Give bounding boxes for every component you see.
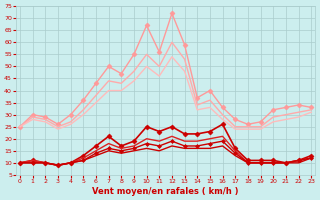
- X-axis label: Vent moyen/en rafales ( km/h ): Vent moyen/en rafales ( km/h ): [92, 187, 239, 196]
